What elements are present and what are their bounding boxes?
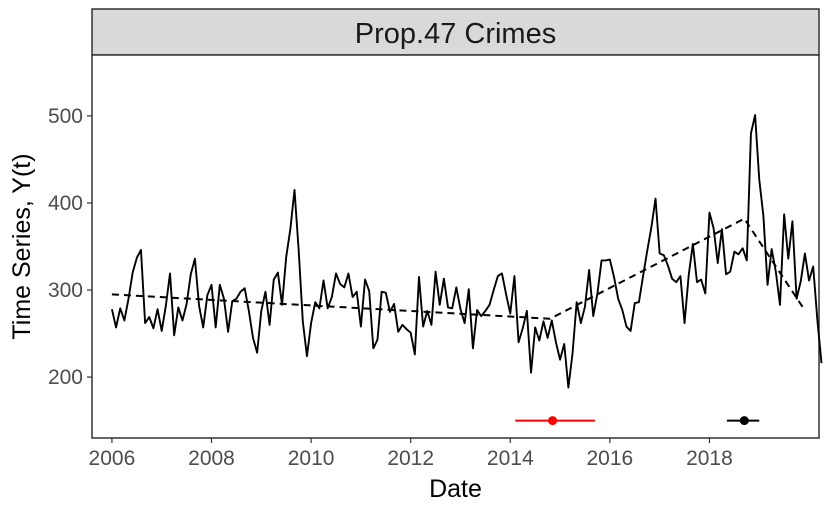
y-axis: 200 300 400 500 (48, 105, 92, 389)
x-tick-label-2014: 2014 (487, 447, 534, 470)
x-axis: 2006 2008 2010 2012 2014 2016 2018 (89, 438, 733, 470)
interval-point-1 (548, 416, 558, 426)
facet-strip: Prop.47 Crimes (91, 8, 820, 56)
time-series-line (110, 114, 823, 389)
x-tick-label-2006: 2006 (89, 447, 136, 470)
x-tick-label-2016: 2016 (587, 447, 634, 470)
trend-line-dashed (111, 217, 805, 320)
facet-title: Prop.47 Crimes (355, 18, 556, 50)
y-tick-label-500: 500 (48, 105, 83, 128)
x-tick-label-2018: 2018 (686, 447, 733, 470)
y-tick-label-300: 300 (48, 279, 83, 302)
x-tick-label-2008: 2008 (188, 447, 235, 470)
interval-point-2 (739, 416, 749, 426)
x-tick-label-2012: 2012 (387, 447, 434, 470)
x-tick-label-2010: 2010 (288, 447, 335, 470)
y-tick-label-400: 400 (48, 192, 83, 215)
chart-marks (110, 114, 823, 426)
plot-panel (91, 54, 820, 439)
y-axis-title: Time Series, Y(t) (8, 153, 36, 339)
y-tick-label-200: 200 (48, 366, 83, 389)
x-axis-title: Date (429, 475, 482, 503)
facet-strip-background (91, 8, 820, 56)
